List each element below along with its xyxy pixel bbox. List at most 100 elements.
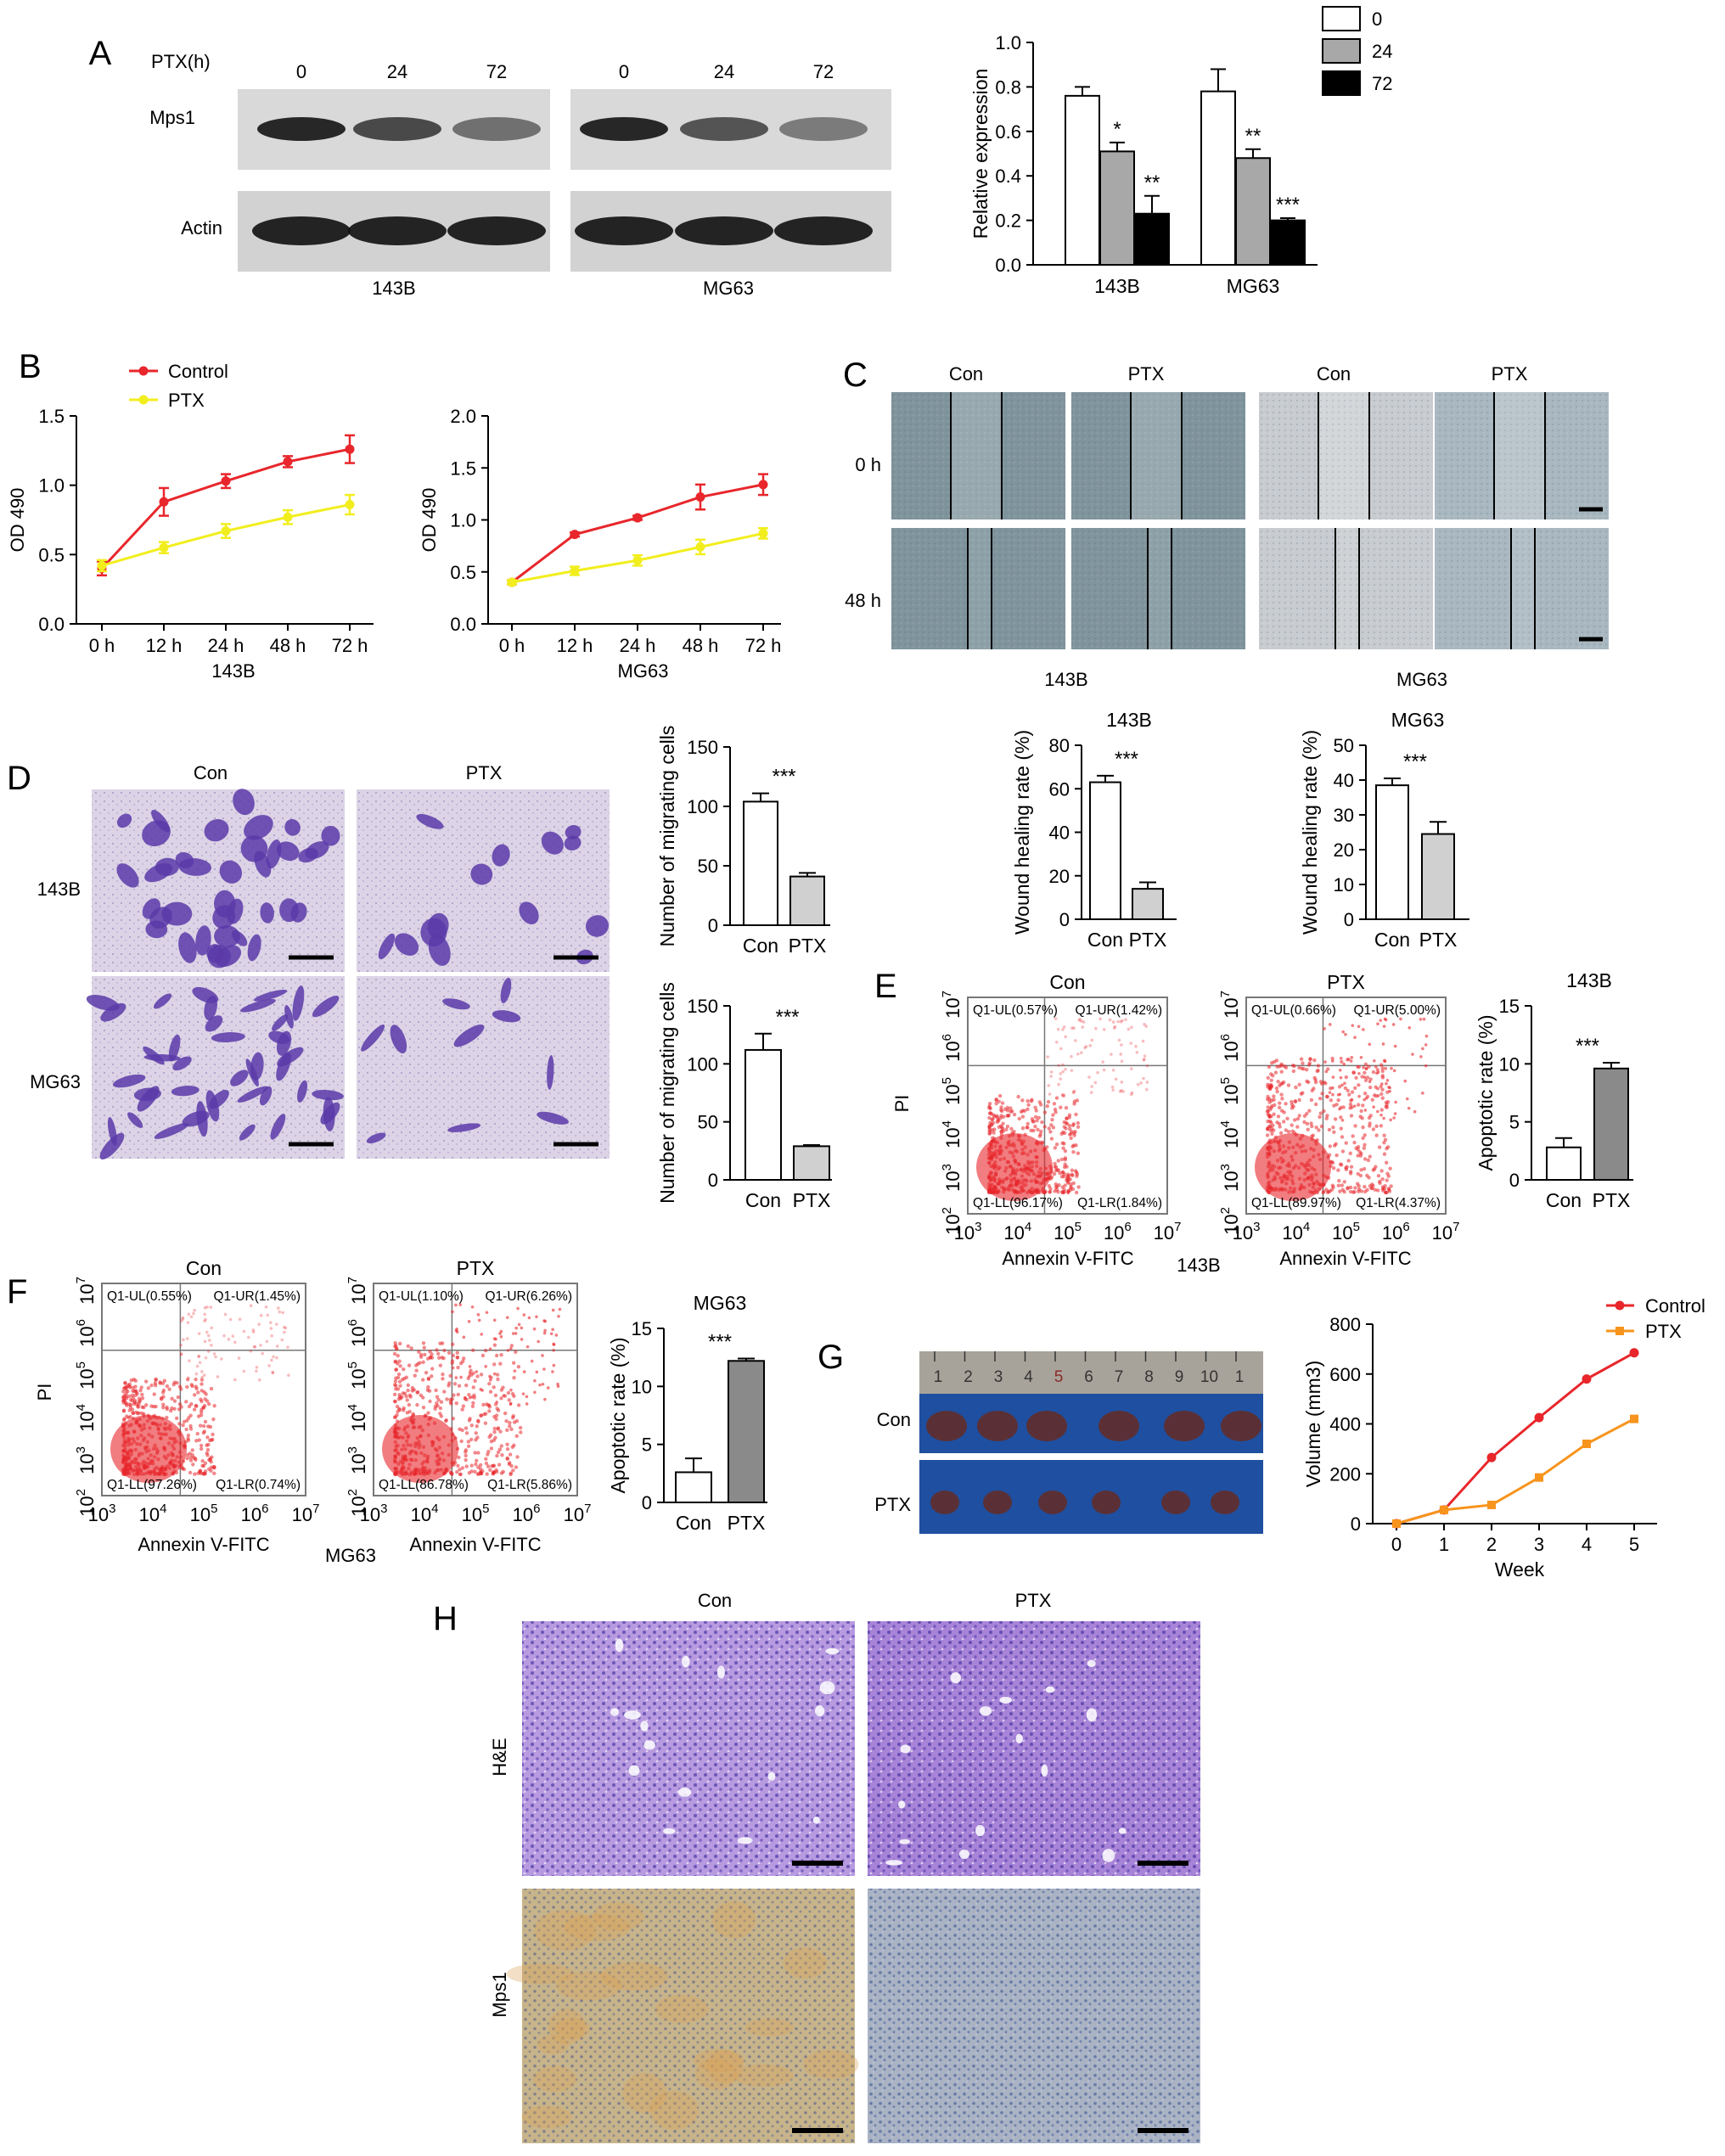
dab-stain [555,2018,591,2040]
tick-exponent: 4 [1218,1120,1233,1127]
tick-exponent: 6 [74,1319,88,1326]
data-point [570,530,580,540]
event [516,1364,521,1369]
event [200,1458,205,1463]
dab-stain [693,2049,745,2072]
event [406,1388,410,1393]
event [270,1358,273,1362]
migrated-cell [547,1055,554,1090]
event [1364,1067,1368,1070]
event [1384,1018,1388,1022]
event [1391,1023,1396,1026]
event [480,1353,486,1358]
scratch-gap [1318,392,1369,519]
histology-image [868,1889,1200,2143]
flow-title: Con [1049,971,1085,993]
nuclei-texture [868,1621,1200,1876]
flow-x-axis-title: Annexin V-FITC [1002,1248,1133,1269]
event [476,1451,480,1455]
event [1090,1085,1093,1088]
x-tick-label: 106 [513,1502,541,1525]
event [1306,1080,1311,1085]
event [516,1306,520,1311]
event [475,1370,479,1373]
event [1373,1187,1377,1192]
tissue-space [610,1708,619,1716]
event [266,1313,270,1317]
y-tick-label: 106 [940,1034,964,1062]
event [426,1376,431,1381]
event [185,1337,189,1340]
event [488,1390,493,1394]
event [1324,1094,1329,1099]
event [1054,1185,1059,1189]
migrated-cell [292,985,305,1021]
event [1358,1154,1363,1158]
event [1363,1062,1368,1067]
y-tick-label: 0.2 [995,211,1021,232]
y-tick-label: 800 [1329,1314,1361,1335]
event [509,1427,514,1432]
x-tick-label: Con [743,935,778,957]
event [182,1419,187,1424]
tick-exponent: 3 [380,1502,387,1516]
event [212,1471,216,1476]
event [515,1455,520,1459]
migrated-cell [390,1025,407,1054]
y-tick-label: 100 [687,796,718,817]
migrated-cell [284,819,301,836]
data-point [1630,1414,1638,1423]
event [1083,1046,1087,1050]
column-label: PTX [466,762,503,783]
event [188,1359,191,1362]
event [511,1361,516,1365]
event [1302,1120,1306,1125]
migrated-cell [378,933,396,960]
event [1328,1091,1332,1094]
x-tick-label: 72 h [745,635,782,656]
event [1063,1156,1068,1160]
event [271,1371,275,1375]
dab-stain [694,2058,738,2090]
event [1124,1018,1127,1021]
event [1269,1084,1274,1089]
event [201,1406,205,1410]
event [1374,1124,1379,1129]
quadrant-ur: Q1-UR(1.42%) [1076,1003,1163,1018]
event [1328,1023,1332,1026]
event [1367,1064,1371,1069]
event [1316,1068,1320,1073]
quadrant-ll: Q1-LL(96.17%) [973,1196,1063,1210]
event [479,1388,483,1391]
y-tick-label: 102 [74,1489,98,1517]
event [1339,1163,1344,1167]
y-tick-label: 102 [346,1489,369,1517]
event [1279,1092,1284,1097]
event [1301,1061,1305,1065]
event [1310,1124,1314,1129]
tissue-space [900,1744,911,1754]
migrated-cell [195,925,211,956]
event [1356,1171,1360,1176]
event [1266,1085,1270,1089]
flow-x-axis-title: Annexin V-FITC [409,1534,541,1555]
event [400,1395,404,1399]
y-tick-label: 0 [1344,909,1354,930]
event [1324,1116,1329,1120]
event [1278,1125,1282,1129]
tick-exponent: 4 [940,1120,954,1127]
event [179,1352,183,1356]
event [464,1431,469,1435]
x-tick-label: 0 [1391,1534,1402,1555]
event [999,1114,1003,1118]
significance-label: *** [1576,1035,1599,1058]
significance-label: *** [1115,748,1138,771]
x-tick-label: 2 [1486,1534,1497,1555]
y-axis-title: OD 490 [419,488,440,553]
event [1349,1059,1353,1063]
event [1366,1158,1371,1163]
event [1054,1142,1059,1147]
bar-con [1375,784,1409,921]
y-tick-label: 0.0 [450,614,476,635]
